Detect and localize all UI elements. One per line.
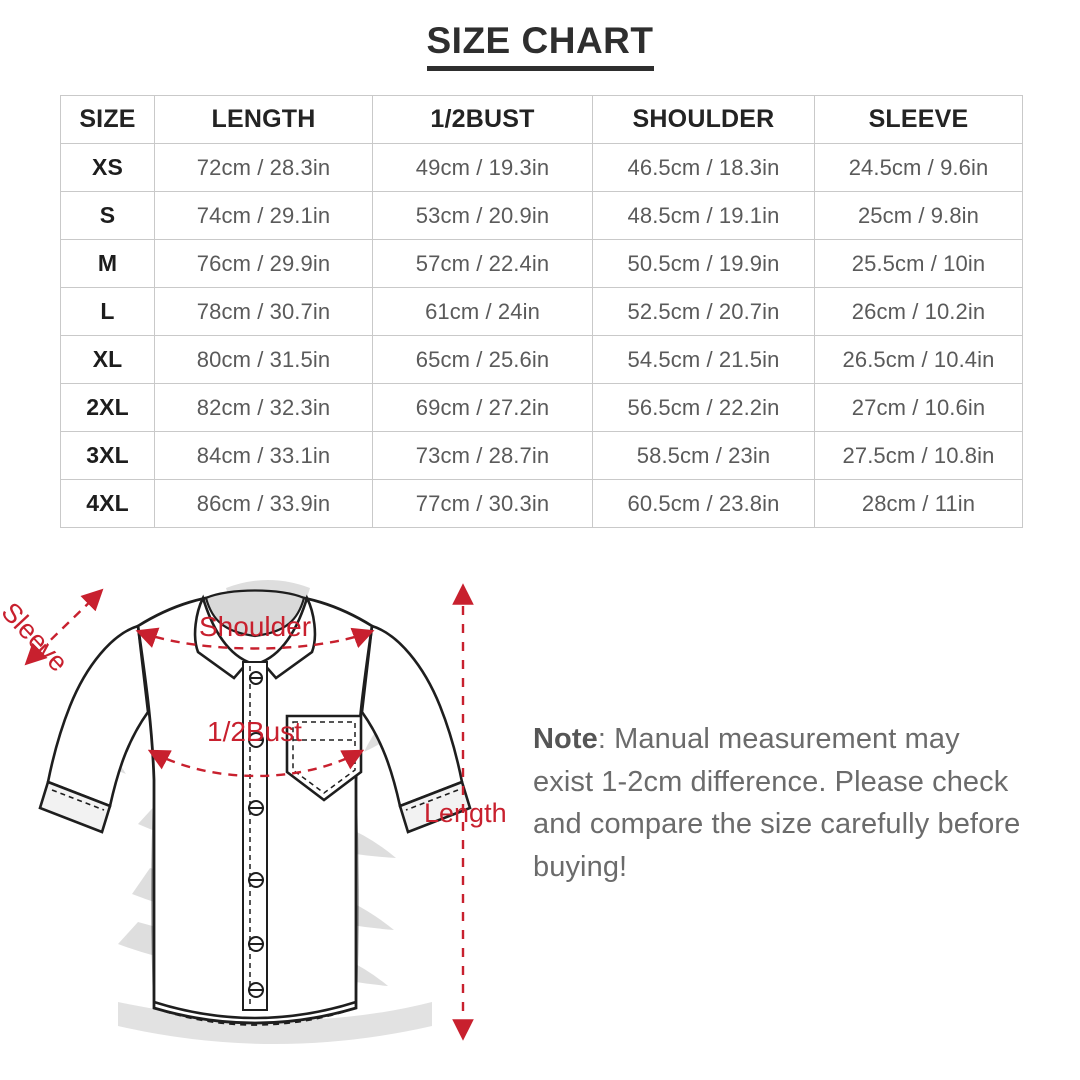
table-row: 2XL 82cm / 32.3in 69cm / 27.2in 56.5cm /… bbox=[60, 383, 1023, 432]
column-header-halfbust: 1/2BUST bbox=[372, 95, 593, 144]
cell-shoulder: 60.5cm / 23.8in bbox=[592, 479, 815, 528]
cell-halfbust: 73cm / 28.7in bbox=[372, 431, 593, 480]
left-cuff bbox=[38, 780, 112, 834]
page-title: SIZE CHART bbox=[426, 21, 654, 71]
column-header-length: LENGTH bbox=[154, 95, 373, 144]
hem-stitch bbox=[153, 1007, 357, 1026]
cell-sleeve: 27.5cm / 10.8in bbox=[814, 431, 1023, 480]
label-half-bust: 1/2Bust bbox=[207, 716, 302, 747]
cell-halfbust: 53cm / 20.9in bbox=[372, 191, 593, 240]
note-body: : Manual measurement may exist 1-2cm dif… bbox=[533, 723, 1021, 883]
body-right-seam bbox=[355, 789, 359, 1009]
cell-shoulder: 52.5cm / 20.7in bbox=[592, 287, 815, 336]
page-title-wrap: SIZE CHART bbox=[0, 21, 1080, 71]
size-table-head: SIZE LENGTH 1/2BUST SHOULDER SLEEVE bbox=[60, 95, 1023, 144]
column-header-size: SIZE bbox=[60, 95, 155, 144]
cell-shoulder: 58.5cm / 23in bbox=[592, 431, 815, 480]
cell-size: S bbox=[60, 191, 155, 240]
cell-halfbust: 77cm / 30.3in bbox=[372, 479, 593, 528]
pocket-stitch bbox=[292, 721, 356, 794]
cell-sleeve: 28cm / 11in bbox=[814, 479, 1023, 528]
hem-edge bbox=[153, 1000, 357, 1020]
cell-shoulder: 54.5cm / 21.5in bbox=[592, 335, 815, 384]
garment-diagram bbox=[0, 550, 1080, 1080]
cell-length: 86cm / 33.9in bbox=[154, 479, 373, 528]
table-row: S 74cm / 29.1in 53cm / 20.9in 48.5cm / 1… bbox=[60, 191, 1023, 240]
cell-shoulder: 48.5cm / 19.1in bbox=[592, 191, 815, 240]
size-table: SIZE LENGTH 1/2BUST SHOULDER SLEEVE XS 7… bbox=[60, 95, 1023, 528]
cell-sleeve: 25.5cm / 10in bbox=[814, 239, 1023, 288]
column-header-sleeve: SLEEVE bbox=[814, 95, 1023, 144]
cell-shoulder: 46.5cm / 18.3in bbox=[592, 143, 815, 192]
table-header-row: SIZE LENGTH 1/2BUST SHOULDER SLEEVE bbox=[60, 95, 1023, 144]
table-row: XS 72cm / 28.3in 49cm / 19.3in 46.5cm / … bbox=[60, 143, 1023, 192]
left-cuff-stitch bbox=[51, 789, 105, 811]
cell-halfbust: 61cm / 24in bbox=[372, 287, 593, 336]
table-row: XL 80cm / 31.5in 65cm / 25.6in 54.5cm / … bbox=[60, 335, 1023, 384]
label-shoulder: Shoulder bbox=[199, 611, 312, 642]
right-sleeve bbox=[360, 624, 464, 808]
size-table-body: XS 72cm / 28.3in 49cm / 19.3in 46.5cm / … bbox=[60, 143, 1023, 528]
cell-length: 78cm / 30.7in bbox=[154, 287, 373, 336]
table-row: 3XL 84cm / 33.1in 73cm / 28.7in 58.5cm /… bbox=[60, 431, 1023, 480]
cell-sleeve: 26cm / 10.2in bbox=[814, 287, 1023, 336]
size-table-wrap: SIZE LENGTH 1/2BUST SHOULDER SLEEVE XS 7… bbox=[60, 95, 1023, 528]
button-placket bbox=[242, 661, 268, 1011]
cell-length: 72cm / 28.3in bbox=[154, 143, 373, 192]
cell-halfbust: 49cm / 19.3in bbox=[372, 143, 593, 192]
cell-size: L bbox=[60, 287, 155, 336]
cell-shoulder: 50.5cm / 19.9in bbox=[592, 239, 815, 288]
right-cuff-stitch bbox=[405, 789, 459, 811]
cell-length: 76cm / 29.9in bbox=[154, 239, 373, 288]
button-holes bbox=[248, 677, 264, 991]
cell-sleeve: 25cm / 9.8in bbox=[814, 191, 1023, 240]
table-row: L 78cm / 30.7in 61cm / 24in 52.5cm / 20.… bbox=[60, 287, 1023, 336]
cell-halfbust: 69cm / 27.2in bbox=[372, 383, 593, 432]
cell-size: 4XL bbox=[60, 479, 155, 528]
cell-halfbust: 65cm / 25.6in bbox=[372, 335, 593, 384]
table-row: 4XL 86cm / 33.9in 77cm / 30.3in 60.5cm /… bbox=[60, 479, 1023, 528]
cell-size: 3XL bbox=[60, 431, 155, 480]
table-row: M 76cm / 29.9in 57cm / 22.4in 50.5cm / 1… bbox=[60, 239, 1023, 288]
cell-size: 2XL bbox=[60, 383, 155, 432]
cell-length: 74cm / 29.1in bbox=[154, 191, 373, 240]
sleeve-measure-arrow bbox=[24, 588, 104, 666]
cell-size: M bbox=[60, 239, 155, 288]
cell-size: XS bbox=[60, 143, 155, 192]
label-length: Length bbox=[424, 798, 507, 828]
cell-size: XL bbox=[60, 335, 155, 384]
cell-sleeve: 26.5cm / 10.4in bbox=[814, 335, 1023, 384]
shirt-illustration bbox=[24, 580, 474, 1044]
note-keyword: Note bbox=[533, 723, 598, 755]
body-left-seam bbox=[151, 789, 155, 1009]
shoulder-measure-arrow bbox=[135, 627, 375, 650]
cell-length: 82cm / 32.3in bbox=[154, 383, 373, 432]
cell-sleeve: 27cm / 10.6in bbox=[814, 383, 1023, 432]
cell-length: 80cm / 31.5in bbox=[154, 335, 373, 384]
cell-halfbust: 57cm / 22.4in bbox=[372, 239, 593, 288]
cell-shoulder: 56.5cm / 22.2in bbox=[592, 383, 815, 432]
cell-sleeve: 24.5cm / 9.6in bbox=[814, 143, 1023, 192]
column-header-shoulder: SHOULDER bbox=[592, 95, 815, 144]
collar-band bbox=[204, 589, 306, 638]
cell-length: 84cm / 33.1in bbox=[154, 431, 373, 480]
note-block: Note: Manual measurement may exist 1-2cm… bbox=[533, 718, 1023, 889]
